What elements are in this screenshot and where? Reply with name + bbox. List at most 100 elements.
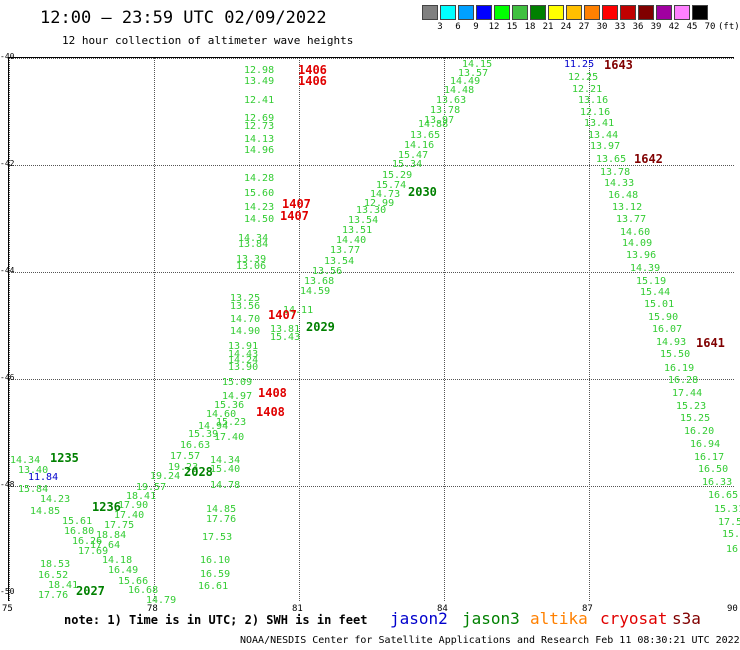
wave-height-value: 13.90 [228,362,259,373]
wave-height-value: 17.64 [90,540,121,551]
wave-height-value: 12.98 [244,65,275,76]
wave-height-value: 14.93 [656,337,687,348]
wave-height-value: 15.31 [714,504,740,515]
pass-time-label: 1406 [298,63,327,77]
colorbar-swatch [422,5,438,20]
wave-height-value: 15.39 [188,429,219,440]
wave-height-value: 13.54 [324,256,355,267]
wave-height-value: 16.07 [652,324,683,335]
wave-height-value: 15.60 [244,188,275,199]
wave-height-value: 15.23 [676,401,707,412]
wave-height-value: 15.47 [398,150,429,161]
wave-height-value: 16 [726,544,739,555]
wave-height-value: 14.11 [283,305,314,316]
colorbar-label: 24 [560,22,572,32]
wave-height-value: 16.49 [108,565,139,576]
wave-height-value: 14.79 [146,595,177,606]
colorbar-label: 27 [578,22,590,32]
colorbar-label: 45 [686,22,698,32]
wave-height-value: 14.28 [244,173,275,184]
wave-height-value: 14.73 [370,189,401,200]
wave-height-value: 13.49 [244,76,275,87]
pass-time-label: 1407 [268,308,297,322]
colorbar-label: 21 [542,22,554,32]
grid-line-vertical [9,58,10,601]
pass-time-label: 1408 [258,386,287,400]
longitude-label: 75 [2,604,13,614]
wave-height-value: 15.40 [210,464,241,475]
wave-height-value: 16.28 [668,375,699,386]
pass-time-label: 2028 [184,465,213,479]
wave-height-value: 12.99 [364,198,395,209]
wave-height-value: 16.48 [608,190,639,201]
wave-height-value: 15.43 [270,332,301,343]
colorbar-label: 33 [614,22,626,32]
colorbar-label: 9 [473,22,479,32]
pass-time-label: 1642 [634,152,663,166]
wave-height-value: 17.53 [718,517,740,528]
wave-height-value: 16.80 [64,526,95,537]
colorbar-swatch [674,5,690,20]
wave-height-value: 17.53 [202,532,233,543]
wave-height-value: 13.51 [342,225,373,236]
wave-height-value: 16.20 [684,426,715,437]
latitude-label: -42 [0,159,15,168]
wave-height-value: 14.34 [238,233,269,244]
wave-height-value: 16.59 [200,569,231,580]
wave-height-value: 13.40 [18,465,49,476]
wave-height-value: 15.44 [640,287,671,298]
wave-height-value: 17.40 [114,510,145,521]
colorbar-swatch [584,5,600,20]
wave-height-value: 13.56 [230,301,261,312]
wave-height-value: 14.23 [244,202,275,213]
colorbar-label: 36 [632,22,644,32]
page-title: 12:00 – 23:59 UTC 02/09/2022 [40,8,327,28]
wave-height-value: 17.44 [672,388,703,399]
wave-height-value: 17.76 [38,590,69,601]
wave-height-value: 14.43 [228,349,259,360]
colorbar-swatch [440,5,456,20]
wave-height-value: 13.84 [238,239,269,250]
page-subtitle: 12 hour collection of altimeter wave hei… [62,34,354,47]
map-area [8,57,734,601]
wave-height-value: 15.84 [18,484,49,495]
wave-height-value: 12.21 [572,84,603,95]
pass-time-label: 1236 [92,500,121,514]
note-text: note: 1) Time is in UTC; 2) SWH is in fe… [64,613,368,627]
wave-height-value: 16.65 [708,490,739,501]
pass-time-label: 1406 [298,74,327,88]
wave-height-value: 14.85 [206,504,237,515]
wave-height-value: 11.25 [564,59,595,70]
wave-height-value: 13.78 [430,105,461,116]
wave-height-value: 14.18 [102,555,133,566]
wave-height-value: 13.39 [236,254,267,265]
colorbar-label: 18 [524,22,536,32]
wave-height-value: 13.41 [584,118,615,129]
wave-height-value: 15.19 [636,276,667,287]
colorbar-label: 12 [488,22,500,32]
wave-height-value: 14.34 [210,455,241,466]
satellite-name: jason2 [390,609,448,628]
wave-height-value: 13.12 [612,202,643,213]
wave-height-value: 13.44 [588,130,619,141]
wave-height-value: 17.40 [214,432,245,443]
pass-time-label: 1235 [50,451,79,465]
wave-height-value: 14.78 [210,480,241,491]
wave-height-value: 12.25 [568,72,599,83]
grid-line-vertical [444,58,445,601]
wave-height-value: 15.01 [644,299,675,310]
wave-height-value: 13.54 [348,215,379,226]
wave-height-value: 16.94 [690,439,721,450]
wave-height-value: 14.13 [244,134,275,145]
wave-height-value: 13.16 [578,95,609,106]
wave-height-value: 16.10 [200,555,231,566]
pass-time-label: 2029 [306,320,335,334]
wave-height-value: 14.49 [450,76,481,87]
colorbar-unit: (ft) [718,22,740,32]
wave-height-value: 13.25 [230,293,261,304]
pass-time-label: 1641 [696,336,725,350]
wave-height-value: 13.56 [312,266,343,277]
wave-height-value: 16.52 [38,570,69,581]
wave-height-value: 14.50 [244,214,275,225]
colorbar-swatch [656,5,672,20]
